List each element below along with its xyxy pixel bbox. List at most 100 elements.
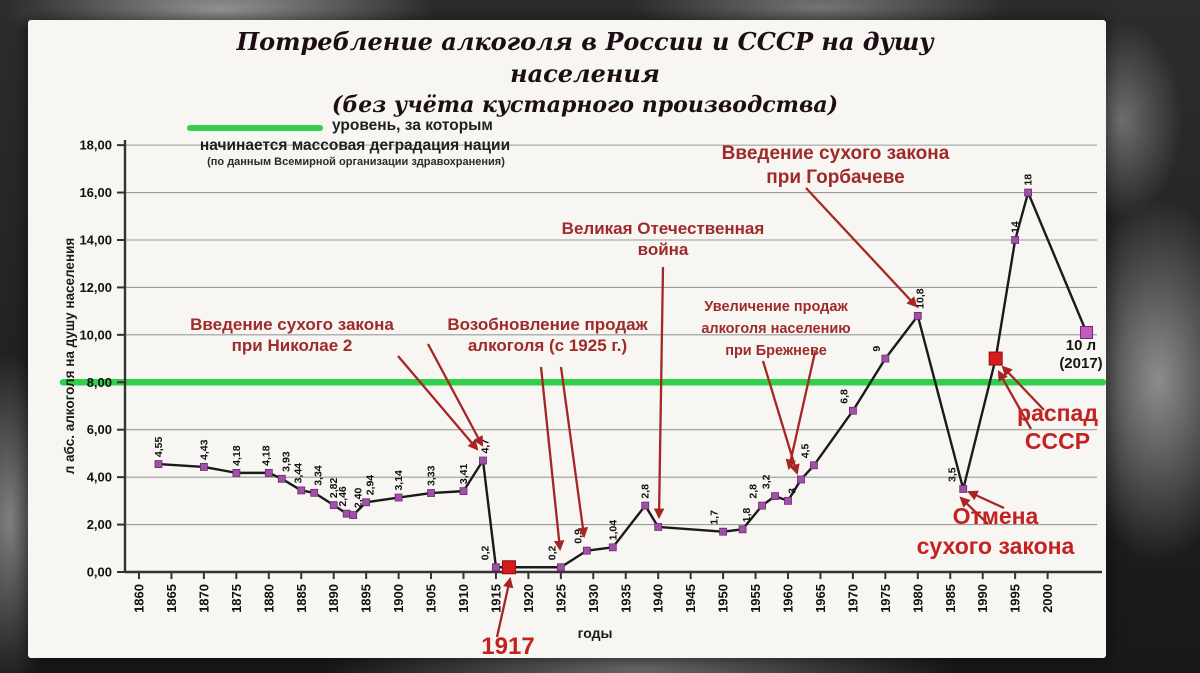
x-tick-label: 1865 — [164, 584, 179, 613]
annotation-arrow — [539, 366, 565, 552]
data-point-value-label: 3,5 — [947, 467, 959, 482]
data-point-marker — [738, 525, 747, 534]
x-tick-label: 1940 — [651, 584, 666, 613]
x-tick-label: 1895 — [359, 584, 374, 613]
x-tick-label: 1970 — [845, 584, 860, 613]
data-point-value-label: 3,33 — [426, 465, 438, 486]
x-tick-label: 1925 — [553, 584, 568, 613]
threshold-legend-line3: (по данным Всемирной организации здравох… — [207, 156, 505, 168]
annotation-arrow — [805, 187, 918, 308]
annotation-text: при Брежневе — [725, 342, 827, 359]
annotation-text: Возобновление продаж — [447, 315, 648, 334]
data-point-value-label: 2,46 — [337, 486, 349, 507]
x-tick-label: 1910 — [456, 584, 471, 613]
annotation-text: 10 л — [1065, 337, 1097, 354]
data-point-marker — [1011, 236, 1020, 244]
annotation-great-patriotic-war: Великая Отечественная война — [548, 218, 778, 261]
annotation-text: алкоголя (с 1925 г.) — [467, 336, 628, 356]
annotation-text: Введение сухого закона — [721, 143, 950, 164]
annotation-text: распад — [1017, 400, 1098, 426]
y-tick-label: 16,00 — [79, 185, 112, 200]
annotation-dry-law-nicholas2: Введение сухого закона при Николае 2 — [172, 314, 412, 357]
data-point-marker — [277, 474, 286, 483]
data-point-marker — [758, 501, 766, 510]
data-point-value-label: 2,8 — [748, 484, 760, 499]
data-point-marker — [810, 461, 818, 470]
annotation-text: (2017) — [1059, 355, 1103, 372]
data-point-marker — [719, 527, 727, 536]
chart-title: Потребление алкоголя в России и СССР на … — [185, 26, 985, 120]
x-axis-title: годы — [577, 625, 613, 641]
x-tick-label: 1955 — [748, 584, 763, 613]
data-point-marker — [771, 492, 779, 501]
x-tick-label: 1890 — [326, 584, 341, 613]
data-point-value-label: 4,18 — [260, 445, 272, 466]
x-tick-label: 1880 — [261, 584, 276, 613]
data-point-value-label: 6,8 — [838, 389, 850, 404]
annotation-sales-increase-brezhnev: Увеличение продаж алкоголя населению при… — [686, 297, 866, 362]
annotation-text: Отмена — [952, 503, 1039, 529]
data-point-marker — [849, 406, 857, 415]
data-point-marker — [154, 460, 163, 468]
y-tick-label: 14,00 — [79, 232, 112, 247]
annotation-text: Великая Отечественная — [561, 219, 765, 238]
red-event-marker — [501, 560, 516, 575]
data-point-value-label: 1,04 — [607, 520, 619, 541]
data-point-marker — [784, 496, 792, 505]
data-point-marker-large — [1080, 325, 1094, 339]
x-tick-label: 1930 — [586, 584, 601, 613]
data-point-value-label: 18 — [1023, 174, 1035, 186]
data-point-marker — [492, 563, 500, 572]
x-tick-label: 1945 — [683, 584, 698, 613]
annotation-arrow — [785, 351, 817, 471]
threshold-legend-line1: уровень, за которым — [332, 117, 493, 134]
data-point-marker — [427, 489, 435, 497]
x-tick-label: 1860 — [132, 584, 147, 613]
x-tick-label: 1995 — [1008, 584, 1023, 613]
data-point-value-label: 2,82 — [328, 478, 340, 499]
x-tick-label: 1935 — [618, 584, 633, 613]
annotation-value-2017: 10 л (2017) — [1046, 337, 1116, 373]
data-point-marker — [342, 509, 351, 518]
annotation-text: сухого закона — [916, 532, 1075, 559]
data-point-marker — [329, 501, 338, 510]
data-point-marker — [297, 486, 306, 495]
x-tick-label: 1870 — [196, 584, 211, 613]
annotation-arrow — [559, 366, 589, 539]
data-point-value-label: 2,8 — [640, 484, 652, 499]
chart-title-line2: (без учёта кустарного производства) — [331, 91, 839, 118]
data-point-marker — [394, 493, 403, 502]
data-point-marker — [582, 546, 591, 555]
annotation-text: СССР — [1024, 427, 1091, 454]
chart-title-line1: Потребление алкоголя в России и СССР на … — [236, 27, 934, 89]
x-tick-label: 1975 — [878, 584, 893, 613]
threshold-legend-swatch — [187, 125, 323, 131]
x-tick-label: 1990 — [975, 584, 990, 613]
annotation-arrow — [959, 496, 989, 525]
data-point-marker — [556, 563, 565, 572]
data-point-value-label: 3 — [787, 488, 799, 494]
annotation-text: алкоголя населению — [701, 320, 851, 337]
data-point-value-label: 3,2 — [761, 474, 773, 489]
y-axis-title: л абс. алкоголя на душу населения — [62, 238, 77, 475]
annotation-year-1917: 1917 — [481, 633, 535, 660]
data-point-marker — [459, 487, 468, 496]
data-point-value-label: 9 — [871, 346, 883, 352]
data-point-value-label: 3,14 — [393, 470, 405, 491]
annotation-sales-resumed-1925: Возобновление продаж алкоголя (с 1925 г.… — [430, 314, 665, 357]
data-point-marker — [1024, 188, 1033, 197]
annotation-arrow — [997, 370, 1033, 430]
data-point-value-label: 3,93 — [280, 451, 292, 472]
annotation-arrow — [397, 355, 479, 451]
annotation-arrow — [1001, 365, 1045, 411]
annotation-arrow — [426, 343, 484, 447]
data-point-value-label: 14 — [1010, 221, 1022, 233]
data-point-value-label: 1,7 — [709, 510, 721, 525]
data-point-marker — [264, 468, 273, 477]
data-point-marker — [641, 501, 650, 510]
data-point-value-label: 3,44 — [293, 463, 305, 484]
x-tick-label: 1905 — [424, 584, 439, 613]
data-point-marker — [881, 354, 890, 363]
data-point-value-label: 2,40 — [353, 487, 365, 508]
annotation-text: Введение сухого закона — [190, 315, 394, 334]
